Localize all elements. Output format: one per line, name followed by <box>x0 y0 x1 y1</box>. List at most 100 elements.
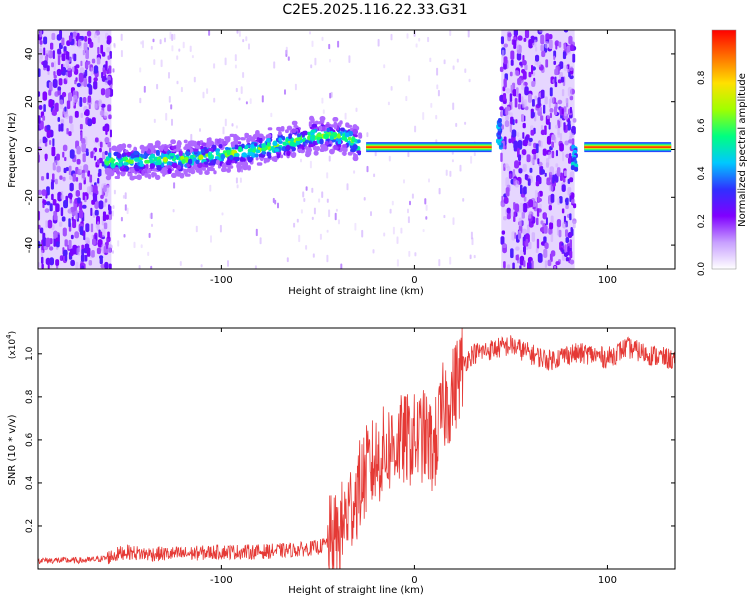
noise-cell <box>72 173 77 182</box>
noise-cell <box>564 244 567 253</box>
trace-cell <box>128 152 132 156</box>
noise-cell <box>570 227 573 233</box>
snr-scale-label: (x104) <box>5 331 18 359</box>
noise-cell <box>503 43 509 48</box>
noise-cell <box>41 176 45 181</box>
trace-cell <box>342 144 347 148</box>
noise-cell <box>62 227 67 237</box>
trace-cell <box>312 145 318 151</box>
noise-cell <box>94 103 98 109</box>
noise-cell <box>55 102 59 112</box>
speckle-cell <box>152 38 155 43</box>
noise-cell <box>509 71 513 77</box>
noise-cell <box>537 253 543 263</box>
noise-cell <box>557 79 562 84</box>
speckle-cell <box>235 177 238 184</box>
speckle-cell <box>245 36 248 42</box>
noise-cell <box>81 172 86 181</box>
noise-cell <box>68 92 73 102</box>
trace-cell <box>236 162 241 167</box>
trace-cell <box>111 163 116 167</box>
noise-cell <box>513 140 519 150</box>
noise-cell <box>84 254 88 262</box>
figure-title: C2E5.2025.116.22.33.G31 <box>282 2 468 18</box>
noise-cell <box>505 187 510 197</box>
trace-cell <box>241 152 248 158</box>
speckle-cell <box>235 87 238 93</box>
noise-cell <box>108 263 112 269</box>
trace-cell <box>266 138 271 143</box>
speckle-cell <box>467 30 470 38</box>
speckle-cell <box>473 152 476 157</box>
trace-cell <box>317 121 322 125</box>
speckle-cell <box>452 102 455 111</box>
noise-cell <box>559 61 564 70</box>
noise-cell <box>109 129 112 138</box>
noise-cell <box>43 47 46 56</box>
noise-cell <box>61 53 66 62</box>
noise-cell <box>84 243 90 252</box>
speckle-cell <box>363 197 366 201</box>
noise-cell <box>104 137 110 144</box>
speckle-cell <box>298 234 301 243</box>
noise-cell <box>539 140 543 148</box>
noise-cell <box>565 257 569 262</box>
noise-cell <box>101 243 107 254</box>
speckle-cell <box>249 98 252 105</box>
trace-cell <box>267 127 273 131</box>
speckle-cell <box>156 83 159 90</box>
speckle-cell <box>199 128 201 132</box>
noise-cell <box>567 231 573 239</box>
noise-cell <box>506 207 511 214</box>
trace-cell <box>192 148 199 152</box>
speckle-cell <box>140 41 143 45</box>
trace-cell <box>226 168 232 173</box>
noise-cell <box>518 93 522 103</box>
noise-cell <box>569 239 572 248</box>
trace-cell <box>353 134 358 138</box>
trace-cell <box>198 169 203 175</box>
noise-cell <box>81 138 86 145</box>
speckle-cell <box>435 114 438 120</box>
trace-cell <box>277 126 282 132</box>
trace-cell <box>320 146 325 151</box>
noise-cell <box>105 214 109 220</box>
speckle-cell <box>373 173 376 178</box>
noise-cell <box>563 30 569 33</box>
noise-cell <box>569 177 574 183</box>
speckle-cell <box>409 200 411 206</box>
trace-cell <box>197 140 201 147</box>
noise-cell <box>72 89 78 100</box>
noise-cell <box>64 239 68 247</box>
noise-cell <box>500 152 503 163</box>
speckle-cell <box>455 122 458 128</box>
speckle-cell <box>150 212 153 220</box>
noise-cell <box>522 228 527 235</box>
noise-cell <box>52 50 55 60</box>
noise-cell <box>51 109 57 116</box>
noise-cell <box>569 65 573 72</box>
noise-cell <box>100 263 105 269</box>
trace-cell <box>313 150 319 156</box>
trace-cell <box>276 153 281 159</box>
speckle-cell <box>112 210 114 217</box>
noise-cell <box>528 241 532 250</box>
speckle-cell <box>178 48 181 52</box>
noise-cell <box>510 209 514 217</box>
noise-cell <box>68 131 72 137</box>
noise-cell <box>528 93 532 103</box>
trace-cell <box>176 140 182 147</box>
speckle-cell <box>234 64 237 69</box>
trace-cell <box>306 150 312 156</box>
noise-cell <box>68 208 72 214</box>
noise-cell <box>536 217 539 226</box>
speckle-cell <box>195 225 198 233</box>
noise-cell <box>51 146 56 157</box>
colorbar-tick-label: 0.4 <box>697 166 707 181</box>
speckle-cell <box>354 222 357 231</box>
speckle-cell <box>326 172 329 179</box>
speckle-cell <box>436 84 439 90</box>
noise-cell <box>534 39 537 47</box>
noise-cell <box>102 69 107 75</box>
edge-spike <box>574 166 579 172</box>
